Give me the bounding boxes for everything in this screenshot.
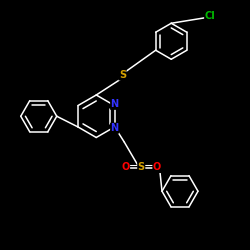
Text: S: S [138,162,145,172]
Text: S: S [119,70,126,80]
Text: O: O [122,162,130,172]
Text: N: N [110,123,119,133]
Text: N: N [110,99,119,110]
Text: Cl: Cl [204,11,216,21]
Text: O: O [153,162,161,172]
